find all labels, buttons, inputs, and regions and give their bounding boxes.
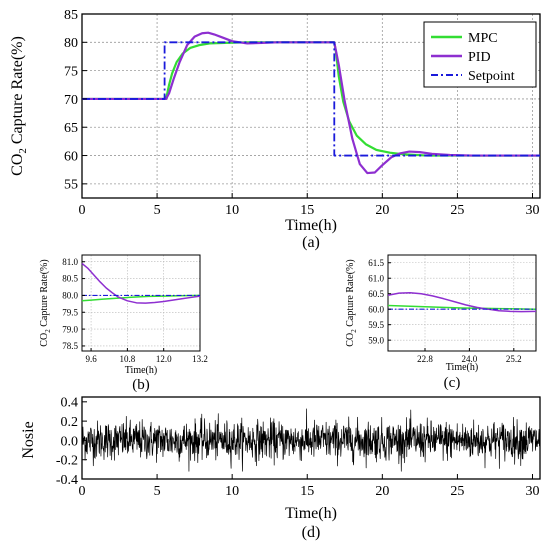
panel-a-frame (81, 13, 541, 199)
y-tick-label-2: 0.0 (61, 434, 79, 449)
panel-c: 22.8 24.0 25.2 59.0 59.5 60.0 60.5 61.0 61.5 CO2… (345, 254, 537, 391)
y-tick-label-1: 79.0 (62, 324, 78, 334)
panel-b-ticks: 9.6 10.8 12.0 13.2 78.5 79.0 79.5 80.0 80.5 81.0 (62, 257, 208, 364)
panel-c-xlabel: Time(h) (446, 362, 478, 373)
x-tick-label-5: 25 (450, 484, 464, 499)
y-tick-label-5: 80 (64, 36, 78, 51)
series-line-pid (82, 31, 540, 175)
panel-d-xlabel: Time(h) (285, 505, 337, 522)
y-tick-label-5: 61.5 (368, 258, 384, 268)
x-tick-label-0: 0 (79, 203, 86, 218)
y-tick-label-2: 65 (64, 121, 78, 136)
series-line-pid (81, 262, 201, 304)
panel-c-frame (387, 254, 537, 352)
panel-d-series (81, 408, 541, 472)
x-tick-label-3: 15 (300, 203, 314, 218)
y-tick-label-0: -0.4 (56, 473, 78, 488)
series-line-setpoint (82, 41, 540, 157)
x-tick-label-6: 30 (525, 484, 539, 499)
y-tick-label-3: 60.5 (368, 289, 384, 299)
y-tick-label-2: 79.5 (62, 307, 78, 317)
x-tick-label-2: 10 (225, 203, 239, 218)
panel-d-ticks: 0 5 10 15 20 25 30 -0.4 -0.2 0.0 0.2 0.4 (56, 396, 540, 499)
x-tick-label-4: 20 (375, 484, 389, 499)
y-tick-label-2: 60.0 (368, 304, 384, 314)
y-tick-label-4: 0.4 (61, 396, 79, 411)
y-tick-label-3: 0.2 (61, 415, 79, 430)
x-tick-label-4: 20 (375, 203, 389, 218)
y-tick-label-0: 59.0 (368, 335, 384, 345)
panel-c-caption: (c) (444, 375, 461, 391)
panel-b-frame (81, 254, 201, 352)
series-line-pid (387, 292, 537, 313)
x-tick-label-1: 10.8 (120, 354, 136, 364)
y-tick-label-6: 85 (64, 8, 78, 23)
legend-label-setpoint: Setpoint (468, 69, 515, 84)
panel-d-caption: (d) (302, 524, 321, 541)
series-line-noise (81, 408, 541, 472)
x-tick-label-0: 0 (79, 484, 86, 499)
legend-label-mpc: MPC (468, 31, 498, 46)
x-tick-label-3: 13.2 (192, 354, 208, 364)
x-tick-label-1: 5 (154, 484, 161, 499)
panel-c-ylabel: CO2 Capture Rate(%) (345, 259, 358, 346)
y-tick-label-4: 75 (64, 65, 78, 80)
panel-b-series (81, 262, 201, 304)
y-tick-label-1: -0.2 (56, 454, 78, 469)
panel-a-xlabel: Time(h) (285, 217, 337, 234)
panel-c-ticks: 22.8 24.0 25.2 59.0 59.5 60.0 60.5 61.0 61.5 (368, 258, 521, 364)
panel-b: 9.6 10.8 12.0 13.278.579.079.580.080.581.0 … (39, 254, 208, 393)
x-tick-label-2: 12.0 (156, 354, 172, 364)
x-tick-label-1: 5 (154, 203, 161, 218)
panel-c-series (387, 292, 537, 313)
y-tick-label-0: 55 (64, 178, 78, 193)
panel-b-ylabel: CO2 Capture Rate(%) (39, 259, 52, 346)
legend-box (423, 21, 537, 88)
panel-a-caption: (a) (302, 234, 320, 251)
panel-a-series (82, 31, 540, 175)
y-tick-label-3: 80.0 (62, 291, 78, 301)
panel-b-xlabel: Time(h) (125, 365, 157, 376)
x-tick-label-3: 15 (300, 484, 314, 499)
x-tick-label-2: 25.2 (506, 354, 522, 364)
x-tick-label-5: 25 (450, 203, 464, 218)
y-tick-label-4: 80.5 (62, 274, 78, 284)
x-tick-label-0: 22.8 (417, 354, 433, 364)
y-tick-label-4: 61.0 (368, 273, 384, 283)
panel-a: 0 5 10 15 20 25 30 55 60 65 70 75 80 85 MPC PID Setpo… (9, 8, 541, 251)
panel-d-ylabel: Nosie (20, 421, 37, 458)
y-tick-label-0: 78.5 (62, 341, 78, 351)
x-tick-label-1: 24.0 (462, 354, 478, 364)
x-tick-label-0: 9.6 (85, 354, 97, 364)
y-tick-label-1: 60 (64, 149, 78, 164)
panel-d: 0 5 10 15 20 25 30 -0.4 -0.2 0.0 0.2 0.4 Nosie Time… (20, 396, 541, 541)
panel-a-ticks: 0 5 10 15 20 25 30 55 60 65 70 75 80 85 (64, 8, 539, 218)
y-tick-label-5: 81.0 (62, 257, 78, 267)
panel-b-caption: (b) (132, 377, 150, 393)
x-tick-label-6: 30 (525, 203, 539, 218)
panel-a-legend: MPC PID Setpoint (423, 21, 537, 88)
legend-label-pid: PID (468, 50, 491, 65)
y-tick-label-3: 70 (64, 93, 78, 108)
panel-a-ylabel: CO2 Capture Rate(%) (9, 36, 29, 176)
panel-c-grid (388, 255, 536, 351)
y-tick-label-1: 59.5 (368, 320, 384, 330)
x-tick-label-2: 10 (225, 484, 239, 499)
